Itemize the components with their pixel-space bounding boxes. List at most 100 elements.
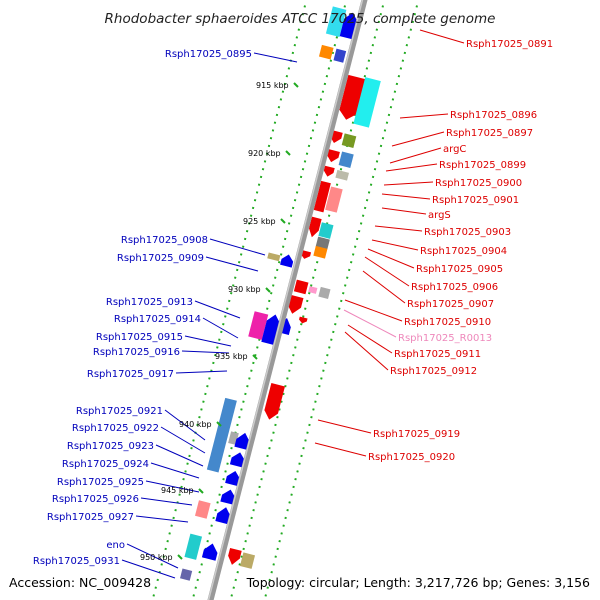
gene-label-left: Rsph17025_0926: [52, 494, 139, 505]
gene-label-right: Rsph17025_0903: [424, 227, 511, 238]
leader-line-right: [347, 324, 393, 354]
feature-0908: [267, 252, 281, 262]
feature-gray-small: [335, 169, 350, 181]
gene-label-left: Rsph17025_0909: [117, 253, 204, 264]
feature-0905: [315, 236, 330, 250]
feature-0927-pink: [194, 500, 211, 519]
leader-line-left: [205, 256, 259, 272]
leader-line-left: [135, 515, 189, 523]
leader-line-left: [126, 543, 179, 569]
gene-label-right: Rsph17025_0897: [446, 128, 533, 139]
gene-label-left: Rsph17025_0931: [33, 556, 120, 567]
leader-line-left: [194, 300, 241, 319]
tick-label: 920 kbp: [248, 149, 281, 158]
feature-0922-stack: [206, 397, 237, 473]
gene-label-left: Rsph17025_0908: [121, 235, 208, 246]
leader-line-right: [344, 299, 403, 322]
leader-line-left: [175, 370, 228, 374]
gene-label-right: argC: [443, 144, 466, 155]
leader-line-left: [164, 409, 206, 441]
tick-mark: [252, 354, 258, 360]
leader-line-left: [140, 497, 193, 506]
feature-0915-magenta: [248, 311, 269, 340]
feature-0912: [299, 316, 308, 324]
feature-0909: [280, 254, 294, 268]
leader-line-left: [181, 350, 230, 354]
leader-line-left: [121, 559, 176, 579]
gene-label-left: eno: [106, 540, 125, 551]
feature-olive-bottom: [239, 552, 256, 569]
tick-label: 940 kbp: [179, 420, 212, 429]
leader-line-left: [150, 462, 200, 479]
leader-line-right: [374, 225, 423, 232]
leader-line-left: [145, 480, 200, 493]
feature-purple: [180, 568, 193, 581]
feature-0899: [326, 148, 340, 163]
genome-backbone-highlight: [207, 0, 364, 600]
leader-line-right: [344, 331, 389, 371]
tick-label: 945 kbp: [161, 486, 194, 495]
label-leader-lines: [121, 29, 465, 579]
leader-line-right: [419, 29, 465, 44]
feature-0896: [339, 74, 366, 120]
tick-mark: [198, 488, 204, 494]
gene-label-right: Rsph17025_0912: [390, 366, 477, 377]
gene-labels: Rsph17025_0895 Rsph17025_0908 Rsph17025_09…: [33, 39, 553, 567]
gene-label-right: Rsph17025_0899: [439, 160, 526, 171]
feature-small-blue: [333, 48, 347, 63]
gene-label-left: Rsph17025_0895: [165, 49, 252, 60]
leader-line-left: [202, 317, 239, 339]
genome-summary-text: Topology: circular; Length: 3,217,726 bp…: [246, 575, 590, 590]
feature-red-bottom: [228, 547, 242, 565]
tick-label: 930 kbp: [228, 285, 261, 294]
accession-text: Accession: NC_009428: [9, 575, 151, 590]
leader-line-right: [389, 147, 442, 164]
tick-mark: [280, 218, 286, 224]
gene-label-left: Rsph17025_0917: [87, 369, 174, 380]
tick-label: 925 kbp: [243, 217, 276, 226]
leader-line-right: [362, 270, 406, 304]
tick-mark: [285, 150, 291, 156]
outer-right-dotted-track: [263, 0, 420, 600]
inner-right-dotted-track: [229, 0, 386, 600]
gene-label-left: Rsph17025_0923: [67, 441, 154, 452]
leader-line-right: [391, 131, 445, 147]
feature-0906: [313, 245, 328, 259]
feature-eno: [184, 533, 203, 560]
kbp-tick-marks: 915 kbp 920 kbp 925 kbp 930 kbp 935 kbp 940 k…: [140, 81, 299, 562]
leader-line-right: [381, 193, 431, 200]
gene-label-right: Rsph17025_0906: [411, 282, 498, 293]
leader-line-left: [160, 426, 206, 454]
gene-label-left: Rsph17025_0921: [76, 406, 163, 417]
gene-label-right: Rsph17025_0900: [435, 178, 522, 189]
gene-label-right: argS: [428, 210, 451, 221]
feature-R0013: [308, 286, 318, 294]
feature-0923: [229, 452, 246, 468]
gene-label-right: Rsph17025_0904: [420, 246, 507, 257]
feature-argS-pink: [325, 186, 343, 213]
feature-0926: [220, 489, 236, 505]
genome-backbone: [207, 0, 368, 600]
feature-tracks: [151, 0, 420, 600]
gene-label-right: Rsph17025_0905: [416, 264, 503, 275]
feature-0911: [287, 294, 304, 314]
gene-label-right: Rsph17025_R0013: [398, 333, 492, 344]
gene-label-right: Rsph17025_0920: [368, 452, 455, 463]
feature-0921: [234, 432, 250, 451]
gene-label-left: Rsph17025_0913: [106, 297, 193, 308]
leader-line-left: [184, 335, 232, 347]
leader-line-right: [367, 248, 415, 269]
tick-label: 950 kbp: [140, 553, 173, 562]
gene-label-left: Rsph17025_0927: [47, 512, 134, 523]
feature-gray: [318, 286, 331, 300]
gene-label-left: Rsph17025_0915: [96, 332, 183, 343]
feature-0907: [300, 249, 312, 259]
gene-label-left: Rsph17025_0922: [72, 423, 159, 434]
feature-0900: [338, 151, 354, 169]
inner-left-dotted-track: [191, 0, 348, 600]
leader-line-right: [317, 419, 372, 434]
gene-label-right: Rsph17025_0910: [404, 317, 491, 328]
feature-0897: [353, 77, 381, 128]
leader-line-right: [314, 442, 367, 457]
